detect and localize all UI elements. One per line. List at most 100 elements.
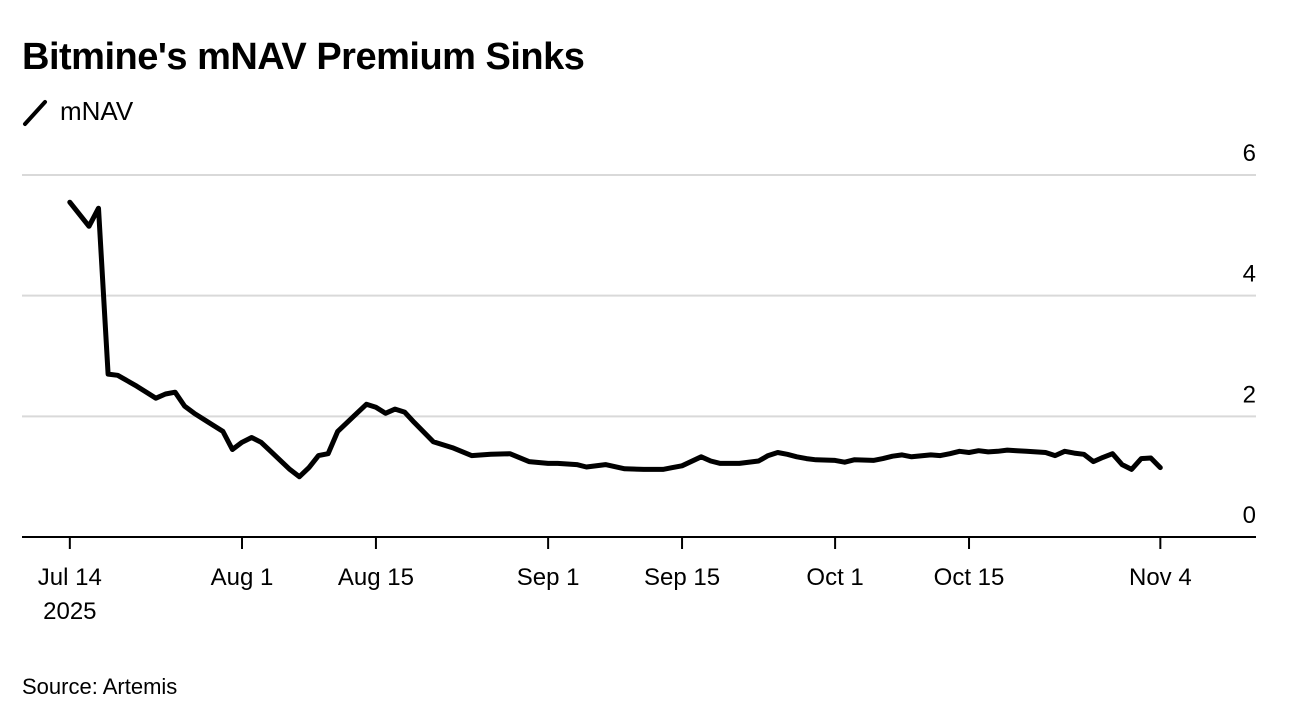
data-point-55 <box>738 462 740 464</box>
data-point-78 <box>997 450 999 452</box>
y-axis-labels: 0 2 4 6 <box>1243 140 1256 529</box>
x-tick-label-5: Oct 1 <box>806 564 863 591</box>
data-point-72 <box>939 455 941 457</box>
data-point-76 <box>978 450 980 452</box>
y-tick-label-0: 0 <box>1243 502 1256 529</box>
data-point-82 <box>1035 451 1037 453</box>
chart-title: Bitmine's mNAV Premium Sinks <box>22 36 585 78</box>
data-point-28 <box>356 412 358 414</box>
data-point-83 <box>1045 452 1047 453</box>
data-point-80 <box>1016 450 1018 452</box>
data-point-3 <box>107 373 109 375</box>
data-point-62 <box>815 459 817 461</box>
data-point-94 <box>1150 457 1152 459</box>
data-point-77 <box>987 451 989 453</box>
data-point-30 <box>375 406 377 408</box>
data-point-75 <box>968 452 970 453</box>
legend: mNAV <box>22 96 133 127</box>
data-point-22 <box>298 476 300 478</box>
x-tick-label-2: Aug 15 <box>338 564 414 591</box>
data-point-59 <box>786 453 788 455</box>
data-point-11 <box>193 412 195 414</box>
data-point-29 <box>365 403 367 405</box>
data-point-93 <box>1140 458 1142 460</box>
source-note: Source: Artemis <box>22 674 178 699</box>
data-point-43 <box>566 463 568 465</box>
y-tick-label-6: 6 <box>1243 140 1256 167</box>
data-point-81 <box>1025 450 1027 452</box>
data-point-18 <box>260 441 262 443</box>
data-point-38 <box>490 453 492 455</box>
data-point-64 <box>844 461 846 463</box>
data-point-24 <box>318 455 319 457</box>
data-point-52 <box>700 456 702 458</box>
legend-swatch-mnav <box>23 99 47 126</box>
data-point-65 <box>853 459 855 461</box>
data-point-26 <box>337 430 339 432</box>
data-point-16 <box>241 441 243 443</box>
data-point-36 <box>452 447 453 449</box>
data-point-19 <box>270 450 272 452</box>
data-point-39 <box>509 453 511 455</box>
x-tick-label-0: Jul 14 <box>38 564 102 591</box>
data-point-44 <box>576 464 578 466</box>
data-point-41 <box>547 462 549 464</box>
data-point-10 <box>184 405 186 407</box>
data-point-12 <box>203 418 205 420</box>
data-point-23 <box>308 467 310 469</box>
data-point-86 <box>1073 452 1075 454</box>
data-point-88 <box>1092 461 1094 463</box>
data-point-34 <box>413 421 415 423</box>
data-point-95 <box>1159 467 1161 469</box>
series-mnav <box>67 199 1163 480</box>
data-point-87 <box>1083 453 1085 455</box>
data-point-9 <box>174 391 176 393</box>
data-point-2 <box>98 207 99 209</box>
data-point-67 <box>882 458 884 460</box>
data-point-66 <box>872 459 874 461</box>
data-point-58 <box>777 452 779 453</box>
data-point-37 <box>471 455 473 457</box>
data-point-68 <box>892 455 893 457</box>
data-point-46 <box>605 464 606 466</box>
data-point-42 <box>557 462 559 464</box>
x-tick-label-4: Sep 15 <box>644 564 720 591</box>
data-point-53 <box>710 460 712 462</box>
y-tick-label-4: 4 <box>1243 261 1256 288</box>
data-point-90 <box>1112 453 1113 455</box>
data-point-40 <box>528 461 530 463</box>
data-point-48 <box>643 468 645 470</box>
y-tick-label-2: 2 <box>1243 381 1256 408</box>
series-line-mnav <box>67 199 1163 480</box>
data-point-91 <box>1121 464 1123 466</box>
data-point-21 <box>289 468 291 470</box>
data-point-0 <box>69 201 71 203</box>
data-point-5 <box>136 385 138 387</box>
data-point-60 <box>796 456 798 458</box>
data-point-49 <box>662 468 664 470</box>
data-point-7 <box>155 397 157 399</box>
data-point-50 <box>672 467 673 469</box>
data-point-4 <box>117 374 119 376</box>
data-point-57 <box>767 455 769 457</box>
data-point-20 <box>279 459 281 461</box>
x-axis: Jul 14 2025 Aug 1 Aug 15 Sep 1 Sep 15 Oct 1 Oct… <box>22 536 1256 625</box>
data-point-51 <box>681 465 683 467</box>
data-point-14 <box>222 430 224 432</box>
x-tick-label-3: Sep 1 <box>517 564 580 591</box>
data-point-71 <box>930 454 932 456</box>
data-point-85 <box>1064 450 1066 452</box>
data-point-1 <box>88 225 90 227</box>
data-point-35 <box>432 441 434 443</box>
data-point-13 <box>212 424 214 426</box>
x-tick-label-7: Nov 4 <box>1129 564 1192 591</box>
data-point-8 <box>165 393 166 395</box>
data-point-79 <box>1006 449 1008 451</box>
data-point-74 <box>959 450 960 452</box>
data-point-33 <box>404 411 406 413</box>
data-point-17 <box>251 437 253 438</box>
data-point-31 <box>385 412 386 414</box>
data-point-92 <box>1131 468 1133 470</box>
data-point-63 <box>834 459 836 461</box>
data-point-27 <box>346 421 348 423</box>
